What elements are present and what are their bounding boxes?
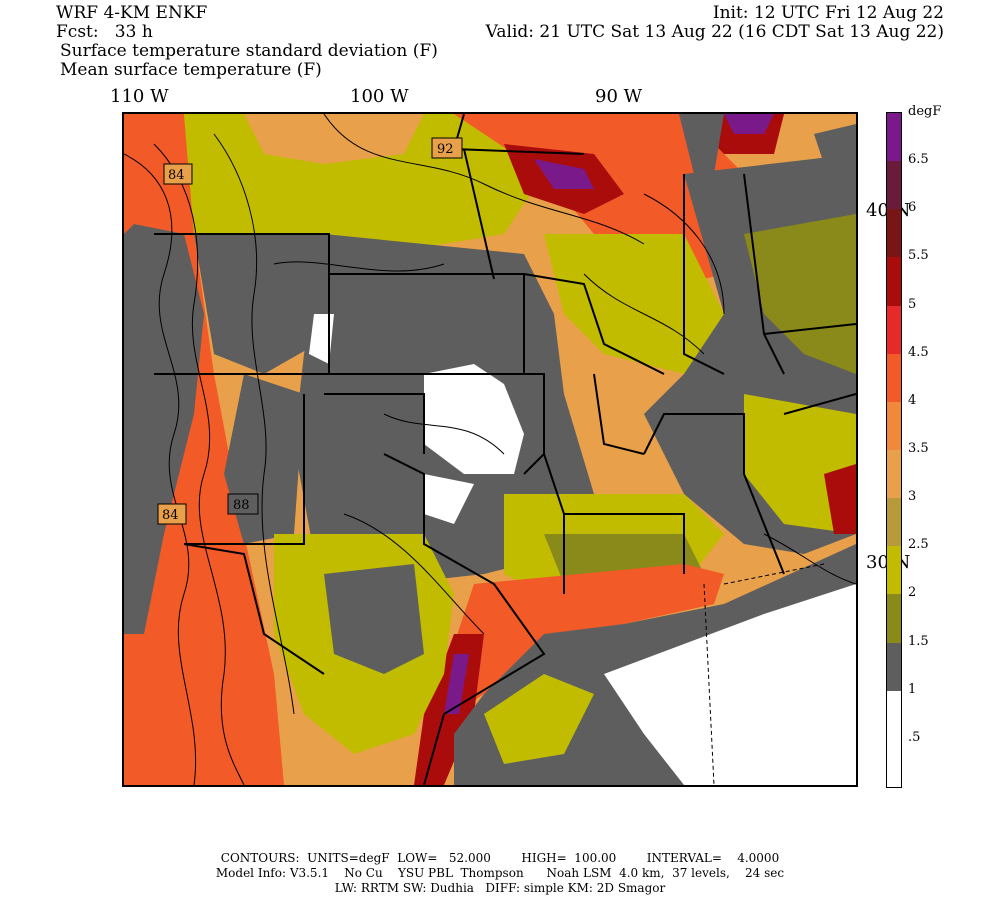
colorado-white-patch — [309, 314, 334, 364]
model-title: WRF 4-KM ENKF — [56, 3, 208, 23]
colorbar-segment — [887, 353, 901, 403]
colorbar-tick-label: 2 — [908, 585, 917, 601]
georgia-coast-red — [824, 464, 856, 534]
footer-model-info: Model Info: V3.5.1 No Cu YSU PBL Thompso… — [215, 866, 785, 880]
oklahoma-white-patch — [424, 364, 524, 474]
colorbar-segment — [887, 594, 901, 644]
colorbar-segment — [887, 209, 901, 258]
colorbar-tick-label: 5 — [908, 296, 917, 312]
field-title-shaded: Surface temperature standard deviation (… — [60, 41, 438, 61]
southeast-olive — [744, 394, 856, 534]
dakota-orange — [244, 114, 424, 164]
lon-label-110w: 110 W — [110, 86, 169, 107]
colorbar-tick-label: .5 — [908, 729, 921, 745]
colorbar-segment — [887, 450, 901, 499]
colorbar-segment — [887, 161, 901, 210]
state-boundaries — [154, 114, 856, 785]
wisconsin-purple — [724, 114, 774, 134]
gulf-olive-patch — [484, 674, 594, 764]
valid-time: Valid: 21 UTC Sat 13 Aug 22 (16 CDT Sat … — [485, 22, 944, 42]
contour-label-84-south: 84 — [162, 508, 179, 523]
colorbar-segment — [887, 498, 901, 547]
lon-label-90w: 90 W — [595, 86, 643, 107]
map-svg: 92 84 84 88 — [124, 114, 856, 785]
init-time: Init: 12 UTC Fri 12 Aug 22 — [712, 3, 944, 23]
footer-physics-info: LW: RRTM SW: Dudhia DIFF: simple KM: 2D … — [334, 881, 666, 895]
colorbar-tick-label: 1.5 — [908, 633, 929, 649]
rockies-low-variance — [124, 224, 204, 634]
colorbar — [886, 112, 902, 788]
gulf-dashed-line — [703, 583, 715, 785]
colorbar-tick-label: 4 — [908, 392, 917, 408]
minnesota-purple — [534, 159, 594, 189]
texas-gray — [324, 564, 424, 674]
footer-contours-info: CONTOURS: UNITS=degF LOW= 52.000 HIGH= 1… — [220, 851, 780, 865]
colorbar-unit: degF — [908, 104, 942, 119]
lake-michigan — [679, 114, 724, 174]
colorbar-segment — [887, 642, 901, 692]
south-texas-purple — [444, 654, 469, 714]
map-panel: 92 84 84 88 — [122, 112, 858, 787]
missouri-olive — [544, 234, 724, 374]
colorbar-segment — [887, 401, 901, 451]
colorbar-tick-label: 6.5 — [908, 152, 929, 168]
colorbar-tick-label: 4.5 — [908, 344, 929, 360]
colorbar-segment — [887, 305, 901, 355]
colorbar-segment — [887, 257, 901, 307]
lon-label-100w: 100 W — [350, 86, 409, 107]
colorbar-tick-label: 3 — [908, 489, 917, 505]
contour-label-group: 92 84 84 88 — [157, 137, 463, 525]
colorbar-tick-label: 2.5 — [908, 537, 929, 553]
gulf-dashed-line-2 — [723, 563, 825, 585]
temperature-contours — [124, 114, 856, 785]
wyoming-low-variance — [194, 234, 334, 374]
colorbar-segment — [887, 113, 901, 162]
colorbar-tick-label: 1 — [908, 681, 917, 697]
texas-white-patch — [424, 474, 474, 524]
colorbar-segment — [887, 738, 901, 788]
contour-label-88: 88 — [233, 498, 250, 513]
contour-label-box-84-north — [163, 163, 193, 185]
forecast-hour: Fcst: 33 h — [56, 22, 153, 42]
contour-label-92: 92 — [437, 142, 454, 157]
colorbar-segment — [887, 546, 901, 595]
contour-label-box-84-south — [157, 503, 187, 525]
contour-label-box-88 — [227, 493, 259, 515]
contour-label-box-92 — [431, 137, 463, 159]
colorbar-tick-label: 5.5 — [908, 248, 929, 264]
gulf-white — [604, 584, 856, 785]
appalachian-olive — [744, 214, 856, 374]
colorbar-tick-label: 6 — [908, 200, 917, 216]
field-title-contour: Mean surface temperature (F) — [60, 60, 322, 80]
colorbar-segment — [887, 690, 901, 740]
colorbar-tick-label: 3.5 — [908, 441, 929, 456]
contour-label-84-north: 84 — [168, 168, 185, 183]
